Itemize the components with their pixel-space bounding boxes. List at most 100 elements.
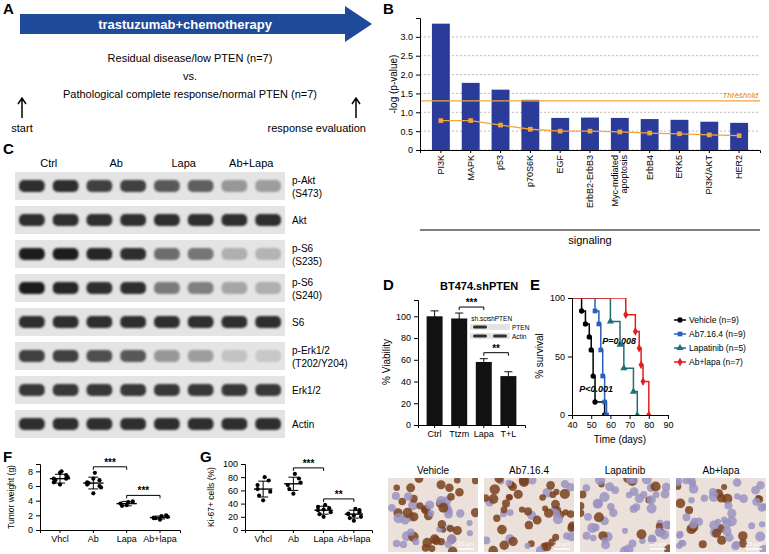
tick-label: 2	[28, 511, 33, 521]
tick-mark	[323, 530, 324, 533]
tick: Lapa	[314, 530, 334, 544]
marker	[607, 317, 614, 323]
row-sublabel: (T202/Y204)	[292, 358, 348, 369]
point	[97, 478, 101, 482]
axis: 00.51.01.52.02.53.0	[400, 19, 420, 156]
cell	[519, 478, 529, 485]
cell	[494, 478, 503, 483]
tick: 0	[233, 525, 245, 535]
marker	[641, 377, 646, 386]
tick: Ttzm	[449, 425, 469, 439]
threshold-label: Threshold	[722, 91, 758, 100]
tick-mark	[530, 150, 531, 153]
tick-mark	[414, 360, 418, 361]
cell	[514, 490, 523, 499]
axis-line	[246, 531, 373, 534]
cell	[580, 490, 586, 498]
row-sublabel: (S240)	[292, 290, 322, 301]
marker	[579, 308, 584, 313]
bar	[432, 24, 450, 150]
tick-mark	[353, 530, 354, 533]
band	[188, 418, 214, 430]
tick-label: 100	[550, 293, 565, 303]
error-bar	[504, 372, 512, 381]
marker	[602, 400, 607, 405]
tick-label: T+L	[501, 429, 517, 439]
image-label: Ab+lapa	[703, 465, 740, 476]
marker	[630, 387, 637, 393]
cell	[508, 537, 517, 546]
group-line	[420, 230, 760, 231]
tick-mark	[483, 425, 484, 428]
tick-label: 90	[663, 420, 673, 430]
scale-bar	[746, 548, 762, 550]
band	[120, 384, 146, 396]
tick-label: Ab	[88, 534, 99, 544]
tick: Ab	[288, 530, 299, 544]
tick: Lapa	[117, 530, 137, 544]
inset-band	[493, 335, 507, 338]
band	[188, 180, 214, 192]
y-axis-title: Ki-67+ cells (%)	[206, 467, 216, 527]
tick-mark	[500, 150, 501, 153]
tick-label: Lapa	[474, 429, 494, 439]
tick-mark	[416, 131, 420, 132]
annotation: P<0.001	[579, 384, 613, 394]
cell	[755, 531, 765, 541]
cell	[388, 504, 396, 512]
tick-mark	[619, 150, 620, 153]
tick-mark	[434, 425, 435, 428]
marker	[617, 130, 622, 135]
band	[87, 418, 113, 430]
axis: VhclAbLapaAb+lapa	[246, 530, 373, 544]
tick: 0	[560, 410, 572, 420]
inset-strip	[470, 333, 510, 339]
band	[19, 384, 45, 396]
cell	[524, 507, 532, 515]
legend-marker	[677, 317, 682, 322]
band	[19, 248, 45, 260]
tick: 80	[644, 415, 654, 430]
band	[255, 316, 281, 328]
tick-label: Lapa	[117, 534, 137, 544]
tick-mark	[610, 415, 611, 419]
cell	[701, 495, 708, 502]
image-label: Ab7.16.4	[509, 465, 549, 476]
point	[52, 480, 56, 484]
cell	[760, 503, 766, 510]
cell	[438, 503, 448, 513]
cell	[593, 499, 603, 509]
marker	[647, 131, 652, 136]
cell	[406, 483, 415, 492]
cell	[664, 521, 670, 529]
tick-label: 1.0	[400, 108, 413, 118]
tick-label: Ctrl	[428, 429, 442, 439]
band	[255, 180, 281, 192]
y-axis-title: % Viability	[381, 339, 392, 385]
marker	[646, 411, 651, 415]
tick: Ab+lapa	[143, 530, 176, 544]
band	[222, 316, 248, 328]
image-background	[676, 478, 766, 552]
tick-mark	[36, 501, 40, 502]
band	[222, 350, 248, 362]
cell	[752, 498, 760, 506]
legend-marker	[676, 344, 683, 350]
scale-bar-label: 20 μm	[746, 541, 763, 547]
cell	[624, 545, 634, 552]
panel-c: CCtrlAbLapaAb+Lapap-Akt(S473)Aktp-S6(S23…	[3, 140, 348, 438]
cell	[542, 542, 551, 551]
tick: PI3K/AKT	[704, 150, 714, 195]
cell	[437, 480, 446, 489]
tick: MAPK	[466, 150, 476, 181]
tick-label: Ab+lapa	[337, 534, 370, 544]
cell	[400, 541, 407, 548]
cell	[580, 502, 584, 510]
tick: Ab+lapa	[337, 530, 370, 544]
point	[267, 478, 271, 482]
cell	[438, 520, 446, 528]
cell	[454, 478, 461, 484]
marker	[589, 347, 594, 352]
band	[222, 282, 248, 294]
cell	[688, 497, 694, 503]
